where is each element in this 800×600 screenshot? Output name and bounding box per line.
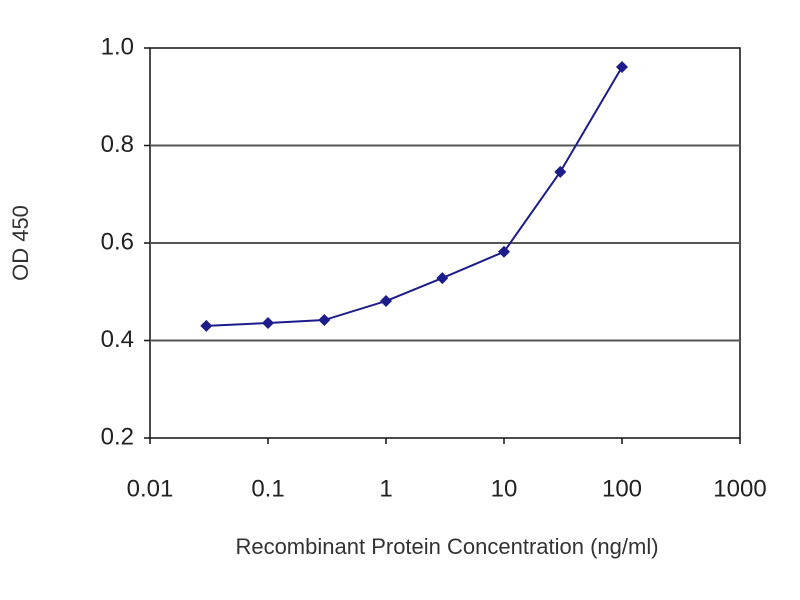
y-tick-label: 1.0 [101,33,134,60]
x-tick-label: 1000 [713,475,766,502]
x-tick-label: 0.1 [251,475,284,502]
y-axis-title: OD 450 [8,205,33,281]
data-line [206,66,623,327]
x-tick-label: 0.01 [127,475,174,502]
data-point [616,61,628,74]
data-point [498,245,510,258]
x-axis-title: Recombinant Protein Concentration (ng/ml… [235,534,658,559]
data-point [318,314,331,327]
y-tick-label: 0.6 [101,228,134,255]
x-tick-label: 100 [602,475,642,502]
y-tick-label: 0.4 [101,326,134,353]
data-point [554,165,567,178]
data-point [262,316,274,329]
data-point [380,295,392,308]
x-tick-label: 10 [491,475,518,502]
x-tick-label: 1 [379,475,392,502]
y-tick-label: 0.2 [101,423,134,450]
data-point [436,272,449,285]
data-point [200,319,213,332]
y-tick-label: 0.8 [101,131,134,158]
